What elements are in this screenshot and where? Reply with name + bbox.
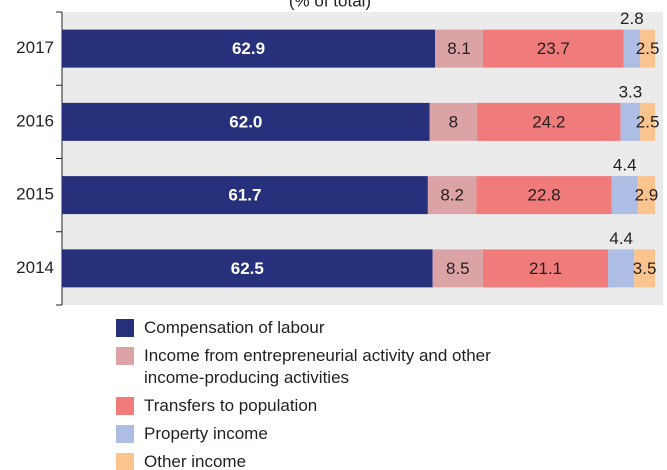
- value-label: 22.8: [528, 186, 561, 205]
- value-label: 61.7: [228, 186, 261, 205]
- value-label: 62.9: [232, 39, 265, 58]
- legend-item: Property income: [116, 423, 524, 445]
- bar-segment: [637, 176, 655, 215]
- value-label: 8: [449, 112, 458, 131]
- value-label: 2.8: [620, 9, 644, 28]
- bar-segment: [62, 176, 428, 215]
- value-label: 2.5: [636, 39, 660, 58]
- bar-segment: [640, 102, 655, 141]
- legend-item: Income from entrepreneurial activity and…: [116, 345, 524, 389]
- bar-segment: [608, 249, 635, 288]
- value-label: 24.2: [532, 112, 565, 131]
- legend-swatch: [116, 319, 134, 337]
- value-label: 4.4: [609, 229, 633, 248]
- legend-swatch: [116, 397, 134, 415]
- value-label: 8.2: [440, 186, 464, 205]
- value-label: 23.7: [537, 39, 570, 58]
- bar-segment: [634, 249, 655, 288]
- value-label: 8.1: [447, 39, 471, 58]
- bar-segment: [611, 176, 638, 215]
- subtitle: (% of total): [289, 0, 371, 10]
- y-tick-label: 2016: [16, 111, 54, 130]
- value-label: 2.5: [636, 112, 660, 131]
- bar-segment: [477, 102, 621, 141]
- legend-label: Property income: [144, 424, 268, 443]
- legend-item: Transfers to population: [116, 395, 524, 417]
- plot: (% of total) 2017 62.9 8.1 23.7 2.8 2.5 2016 62…: [16, 0, 663, 306]
- bar-segment: [483, 249, 609, 288]
- y-tick-label: 2017: [16, 38, 54, 57]
- y-tick-label: 2015: [16, 185, 54, 204]
- bar-segment: [476, 176, 612, 215]
- legend-item: Other income: [116, 451, 524, 470]
- legend-swatch: [116, 425, 134, 443]
- value-label: 2.9: [635, 186, 659, 205]
- bar-segment: [623, 29, 641, 68]
- legend-swatch: [116, 453, 134, 470]
- value-label: 8.5: [446, 259, 470, 278]
- bar-segment: [427, 176, 477, 215]
- legend-label: Other income: [144, 452, 247, 470]
- value-label: 3.3: [619, 82, 643, 101]
- value-label: 4.4: [613, 156, 637, 175]
- bar-segment: [62, 102, 430, 141]
- bar-segment: [640, 29, 655, 68]
- value-label: 21.1: [529, 259, 562, 278]
- legend-swatch: [116, 347, 134, 365]
- legend-label: Compensation of labour: [144, 318, 325, 337]
- legend-label: Income from entrepreneurial activity and…: [144, 346, 491, 387]
- bar-segment: [434, 29, 484, 68]
- value-label: 3.5: [633, 259, 657, 278]
- legend-item: Compensation of labour: [116, 317, 524, 339]
- bar-segment: [429, 102, 478, 141]
- value-label: 62.5: [231, 259, 264, 278]
- bar-segment: [620, 102, 641, 141]
- bar-segment: [62, 249, 433, 288]
- legend: Compensation of labour Income from entrep…: [116, 317, 524, 470]
- legend-label: Transfers to population: [144, 396, 318, 415]
- bar-segment: [432, 249, 484, 288]
- value-label: 62.0: [229, 112, 262, 131]
- y-tick-label: 2014: [16, 258, 54, 277]
- bar-segment: [62, 29, 435, 68]
- bar-segment: [483, 29, 624, 68]
